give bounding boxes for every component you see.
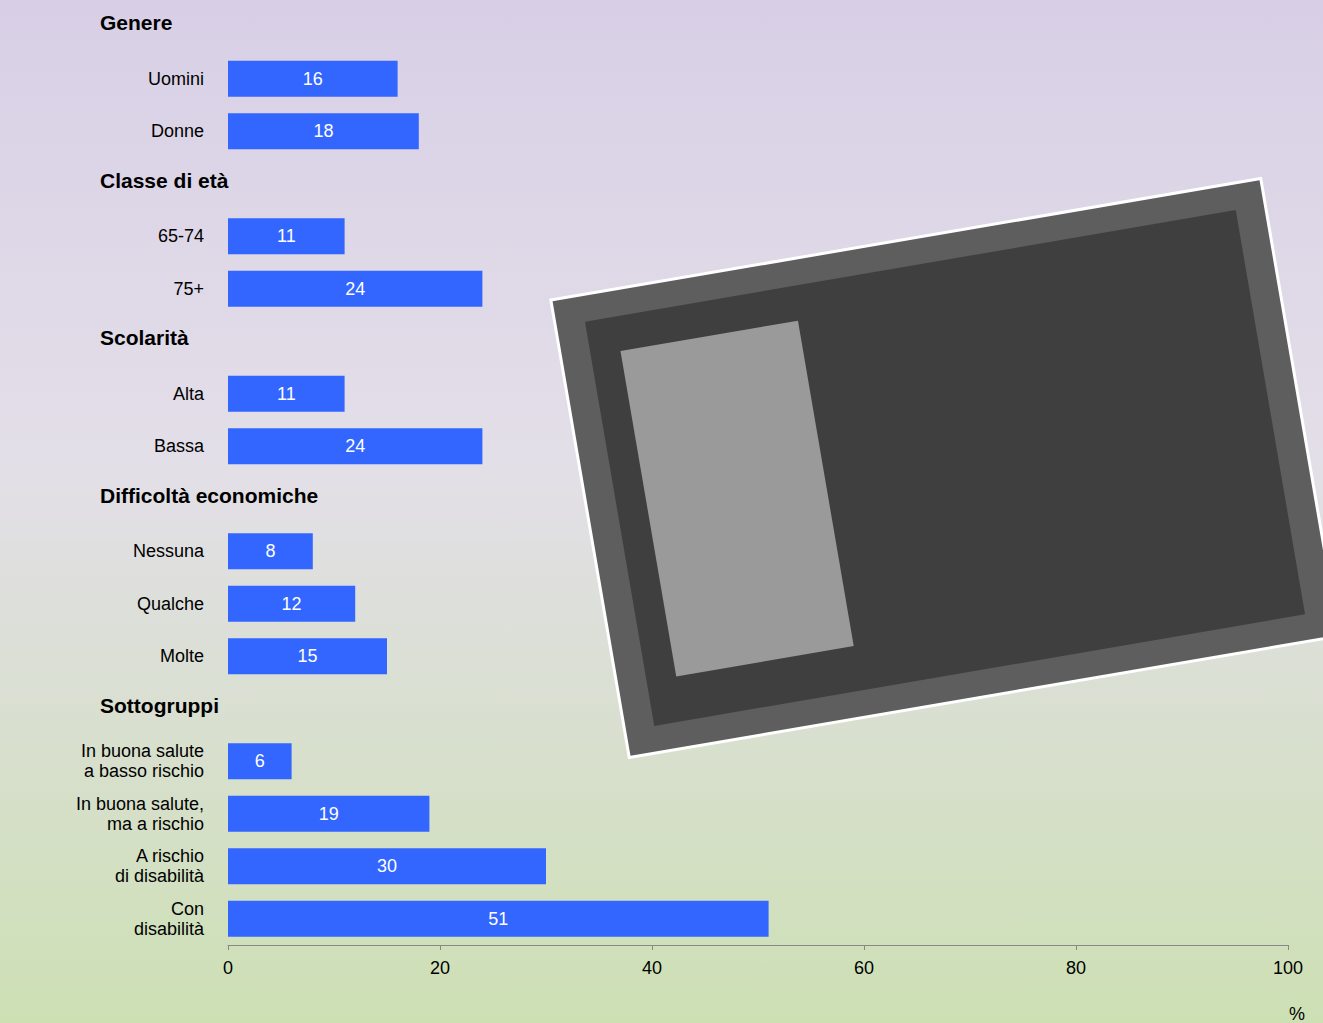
svg-text:80: 80 — [1066, 958, 1086, 978]
svg-text:Classe di età: Classe di età — [100, 169, 229, 192]
svg-text:19: 19 — [319, 804, 339, 824]
svg-text:60: 60 — [854, 958, 874, 978]
svg-text:20: 20 — [430, 958, 450, 978]
svg-text:Molte: Molte — [160, 646, 204, 666]
svg-text:8: 8 — [265, 541, 275, 561]
svg-text:65-74: 65-74 — [158, 226, 204, 246]
svg-text:A rischio: A rischio — [136, 846, 204, 866]
svg-text:24: 24 — [345, 279, 365, 299]
svg-text:Scolarità: Scolarità — [100, 326, 189, 349]
svg-text:%: % — [1289, 1004, 1305, 1023]
svg-text:ma a rischio: ma a rischio — [107, 814, 204, 834]
svg-text:30: 30 — [377, 856, 397, 876]
svg-text:51: 51 — [488, 909, 508, 929]
svg-text:In buona salute,: In buona salute, — [76, 794, 204, 814]
svg-text:11: 11 — [277, 226, 296, 246]
svg-text:In buona salute: In buona salute — [81, 741, 204, 761]
svg-text:15: 15 — [297, 646, 317, 666]
svg-text:di disabilità: di disabilità — [115, 866, 205, 886]
svg-text:Nessuna: Nessuna — [133, 541, 205, 561]
svg-text:75+: 75+ — [173, 279, 204, 299]
svg-text:Bassa: Bassa — [154, 436, 205, 456]
svg-text:Qualche: Qualche — [137, 594, 204, 614]
svg-text:a basso rischio: a basso rischio — [84, 761, 204, 781]
svg-text:24: 24 — [345, 436, 365, 456]
svg-text:100: 100 — [1273, 958, 1303, 978]
svg-text:disabilità: disabilità — [134, 919, 205, 939]
svg-text:Genere: Genere — [100, 11, 172, 34]
svg-text:18: 18 — [313, 121, 333, 141]
svg-text:Donne: Donne — [151, 121, 204, 141]
svg-text:0: 0 — [223, 958, 233, 978]
svg-text:Con: Con — [171, 899, 204, 919]
svg-text:12: 12 — [282, 594, 302, 614]
svg-text:Sottogruppi: Sottogruppi — [100, 694, 219, 717]
svg-text:16: 16 — [303, 69, 323, 89]
svg-text:40: 40 — [642, 958, 662, 978]
svg-text:Uomini: Uomini — [148, 69, 204, 89]
svg-text:Alta: Alta — [173, 384, 205, 404]
svg-text:Difficoltà economiche: Difficoltà economiche — [100, 484, 318, 507]
svg-text:11: 11 — [277, 384, 296, 404]
svg-text:6: 6 — [255, 751, 265, 771]
